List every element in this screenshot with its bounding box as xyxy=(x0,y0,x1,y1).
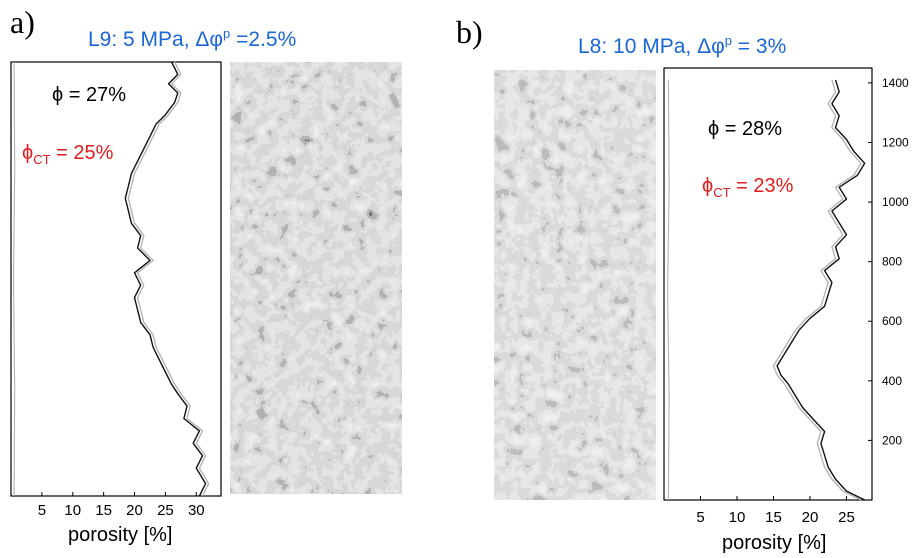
y-tick-label: 600 xyxy=(882,314,902,328)
y-tick-label: 1400 xyxy=(882,76,909,90)
x-tick-label: 25 xyxy=(157,502,174,519)
x-axis-label-b: porosity [%] xyxy=(722,532,827,554)
y-tick-label: 1000 xyxy=(882,195,909,209)
panel-title-a-suffix: =2.5% xyxy=(230,28,297,51)
phi-ct-sub-b: CT xyxy=(713,185,731,200)
porosity-profile-chart-b: 5 10 15 20 25 200 400 600 800 1000 1200 1400 xyxy=(667,76,909,526)
ct-scan-image-a xyxy=(230,62,402,494)
panel-title-a-prefix: L9: 5 MPa, Δφ xyxy=(88,28,224,51)
panel-title-b-prefix: L8: 10 MPa, Δφ xyxy=(578,35,725,58)
panel-title-a-sup: p xyxy=(223,26,231,41)
series-line-black xyxy=(776,79,866,501)
phi-ct-label-a: ϕCT = 25% xyxy=(22,142,113,167)
series-line-black xyxy=(124,61,207,497)
panel-title-a: L9: 5 MPa, Δφp =2.5% xyxy=(88,26,296,52)
x-tick-label: 30 xyxy=(188,502,205,519)
x-tick-label: 15 xyxy=(95,502,112,519)
series-line-gray xyxy=(127,61,210,497)
panel-title-b-sup: p xyxy=(724,33,732,48)
y-tick-label: 200 xyxy=(882,433,902,447)
x-tick-label: 25 xyxy=(838,509,855,526)
series-line-gray xyxy=(772,79,862,501)
x-tick-label: 15 xyxy=(765,509,782,526)
phi-ct-label-b: ϕCT = 23% xyxy=(702,175,793,200)
series-line-gray-left-edge xyxy=(667,79,670,501)
y-tick-label: 1200 xyxy=(882,135,909,149)
plot-frame-a xyxy=(10,61,222,497)
phi-label-a: ϕ = 27% xyxy=(52,84,127,106)
y-tick-label: 400 xyxy=(882,374,902,388)
plot-frame-b xyxy=(663,67,873,501)
ct-scan-image-b xyxy=(494,70,656,500)
porosity-profile-chart-a: 5 10 15 20 25 30 xyxy=(12,61,210,519)
phi-label-b: ϕ = 28% xyxy=(708,118,783,140)
panel-letter-a: a) xyxy=(10,4,35,40)
x-tick-label: 5 xyxy=(38,502,46,519)
x-axis-label-a: porosity [%] xyxy=(68,524,173,546)
x-tick-label: 20 xyxy=(126,502,143,519)
panel-title-b-suffix: = 3% xyxy=(731,35,787,58)
panel-title-b: L8: 10 MPa, Δφp = 3% xyxy=(578,33,786,59)
x-tick-label: 10 xyxy=(64,502,81,519)
series-line-gray-left-edge xyxy=(12,61,16,497)
phi-ct-value-b: = 23% xyxy=(730,175,794,197)
y-tick-label: 800 xyxy=(882,255,902,269)
x-tick-label: 5 xyxy=(696,509,704,526)
phi-ct-main-a: ϕ xyxy=(22,142,34,164)
panel-letter-b: b) xyxy=(456,14,483,50)
phi-ct-value-a: = 25% xyxy=(50,142,114,164)
x-tick-label: 20 xyxy=(802,509,819,526)
phi-ct-sub-a: CT xyxy=(33,152,51,167)
x-tick-label: 10 xyxy=(729,509,746,526)
phi-ct-main-b: ϕ xyxy=(702,175,714,197)
